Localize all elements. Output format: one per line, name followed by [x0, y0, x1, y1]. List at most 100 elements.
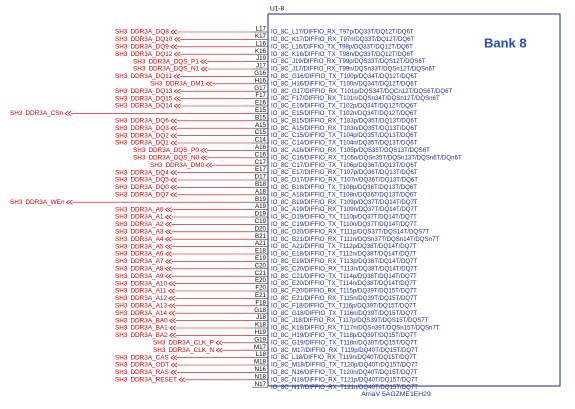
- net-label: DDR3A_BA0: [130, 317, 168, 324]
- pin-name: IO_8C_L18/DIFFIO_RX_T119n/DQ40T/DQ15T/DQ…: [271, 354, 417, 361]
- pin-number: A19: [255, 203, 267, 210]
- pin-number: A15: [255, 122, 267, 129]
- net-label: DDR3A_RESET: [130, 376, 177, 383]
- net-sheet: SH3: [115, 317, 128, 324]
- net-sheet: SH3: [115, 51, 128, 58]
- net-arrow: [170, 133, 178, 139]
- net-arrow: [200, 66, 208, 72]
- pin-number: N16: [255, 366, 267, 373]
- pin-number: L16: [256, 40, 267, 47]
- net-sheet: SH3: [133, 147, 146, 154]
- pin-number: F17: [255, 92, 266, 99]
- net-label: DDR3A_A9: [130, 273, 163, 280]
- net-label: DDR3A_DQ3: [130, 125, 169, 132]
- net-label: DDR3A_CLK_P: [168, 339, 213, 346]
- pin-name: IO_8C_J18/DIFFIO_RX_T117p/DQS39T/DQS15T/…: [271, 317, 429, 324]
- net-arrow: [200, 147, 208, 153]
- pin-number: E19: [255, 255, 267, 262]
- pin-name: IO_8C_B15/DIFFIO_RX_T103p/DQ35T/DQ13T/DQ…: [271, 117, 418, 124]
- pin-number: C20: [255, 262, 267, 269]
- pin-number: J19: [256, 55, 267, 62]
- pin-number: E17: [255, 166, 267, 173]
- net-arrow: [164, 266, 172, 272]
- pin-number: J18: [256, 314, 267, 321]
- net-sheet: SH3: [115, 265, 128, 272]
- net-label: DDR3A_WEn: [25, 199, 65, 206]
- net-arrow: [170, 362, 178, 368]
- net-sheet: SH3: [115, 95, 128, 102]
- net-label: DDR3A_A7: [130, 258, 163, 265]
- pin-name: IO_8C_C17/DIFFIO_TX_T106p/DQ36T/DQ13T/DQ…: [271, 162, 418, 169]
- net-arrow: [164, 251, 172, 257]
- pin-number: D17: [255, 174, 267, 181]
- pin-number: C15: [255, 129, 267, 136]
- pin-name: IO_8C_E21/DIFFIO_RX_T115n/DQ39T/DQ15T/DQ…: [271, 295, 417, 302]
- net-sheet: SH3: [115, 88, 128, 95]
- pin-number: E16: [255, 100, 267, 107]
- net-label: DDR3A_DQ14: [130, 103, 172, 110]
- pin-name: IO_8C_B19/DIFFIO_RX_T109p/DQ37T/DQ14T/DQ…: [271, 199, 418, 206]
- pin-number: A18: [255, 188, 267, 195]
- part-body: [267, 13, 561, 387]
- net-label: DDR3A_DQ13: [130, 88, 172, 95]
- pin-number: B18: [255, 181, 267, 188]
- net-label: DDR3A_DQS_P1: [148, 58, 199, 65]
- pin-name: IO_8C_K17/DIFFIO_RX_T97n/DQ33T/DQ12T/DQ6…: [271, 36, 415, 43]
- net-arrow: [164, 258, 172, 264]
- net-sheet: SH3: [153, 347, 166, 354]
- net-arrow: [170, 125, 178, 131]
- pin-name: IO_8C_B18/DIFFIO_TX_T108p/DQ36T/DQ13T/DQ…: [271, 184, 417, 191]
- net-arrow: [169, 325, 176, 331]
- net-label: DDR3A_A4: [130, 236, 163, 243]
- pin-name: IO_8C_D17/DIFFIO_RX_T107n/DQ36T/DQ13T/DQ…: [271, 177, 418, 184]
- part-name: ArriaV 5AGZME1EH29: [361, 391, 431, 398]
- net-sheet: SH3: [115, 243, 128, 250]
- pin-number: D20: [255, 225, 267, 232]
- pin-name: IO_8C_B21/DIFFIO_RX_T111n/DQSn37T/DQSn14…: [271, 236, 439, 243]
- net-label: DDR3A_A1: [130, 214, 163, 221]
- pin-number: C16: [255, 151, 267, 158]
- net-sheet: SH3: [115, 214, 128, 221]
- pin-name: IO_8C_K18/DIFFIO_RX_T117n/DQSn39T/DQSn15…: [271, 325, 440, 332]
- net-arrow: [164, 207, 172, 213]
- pin-number: F20: [255, 285, 266, 292]
- pin-number: B19: [255, 196, 267, 203]
- net-label: DDR3A_DM0: [165, 162, 204, 169]
- net-label: DDR3A_BA2: [130, 332, 168, 339]
- net-sheet: SH3: [115, 376, 128, 383]
- pin-name: IO_8C_J19/DIFFIO_RX_T99p/DQS33T/DQS12T/D…: [271, 58, 426, 65]
- pin-number: C21: [255, 270, 267, 277]
- pin-number: G19: [254, 336, 266, 343]
- net-arrow: [168, 310, 176, 316]
- net-sheet: SH3: [115, 369, 128, 376]
- pin-number: F18: [255, 299, 266, 306]
- pin-number: E21: [255, 292, 267, 299]
- net-sheet: SH3: [115, 258, 128, 265]
- net-sheet: SH3: [115, 236, 128, 243]
- net-sheet: SH3: [115, 288, 128, 295]
- pin-name: IO_8C_G17/DIFFIO_RX_T101p/DQS34T/DQCn12T…: [271, 88, 452, 95]
- net-arrow: [169, 318, 176, 324]
- pin-name: IO_8C_A21/DIFFIO_TX_T112p/DQ38T/DQ14T/DQ…: [271, 243, 417, 250]
- net-label: DDR3A_CSn: [25, 110, 63, 117]
- pin-number: G18: [254, 307, 266, 314]
- net-arrow: [173, 73, 181, 79]
- net-sheet: SH3: [150, 80, 163, 87]
- net-label: DDR3A_DQ5: [130, 177, 169, 184]
- pin-number: K16: [255, 48, 267, 55]
- net-arrow: [164, 244, 172, 250]
- net-sheet: SH3: [115, 103, 128, 110]
- net-label: DDR3A_ODT: [130, 362, 169, 369]
- part-ref: U1-8: [270, 6, 284, 13]
- pin-name: IO_8C_K16/DIFFIO_TX_T98n/DQ33T/DQ12T/DQ6…: [271, 51, 414, 58]
- net-arrow: [164, 229, 172, 235]
- net-label: DDR3A_A10: [130, 280, 167, 287]
- pin-number: N18: [255, 373, 267, 380]
- net-arrow: [170, 170, 178, 176]
- net-sheet: SH3: [133, 58, 146, 65]
- pin-name: IO_8C_C20/DIFFIO_RX_T113n/DQ38T/DQ14T/DQ…: [271, 265, 418, 272]
- pin-name: IO_8C_C15/DIFFIO_TX_T104p/DQ35T/DQ13T/DQ…: [271, 132, 418, 139]
- net-sheet: SH3: [115, 36, 128, 43]
- net-arrow: [215, 340, 223, 346]
- pin-name: IO_8C_G16/DIFFIO_TX_T100p/DQ34T/DQ12T/DQ…: [271, 73, 418, 80]
